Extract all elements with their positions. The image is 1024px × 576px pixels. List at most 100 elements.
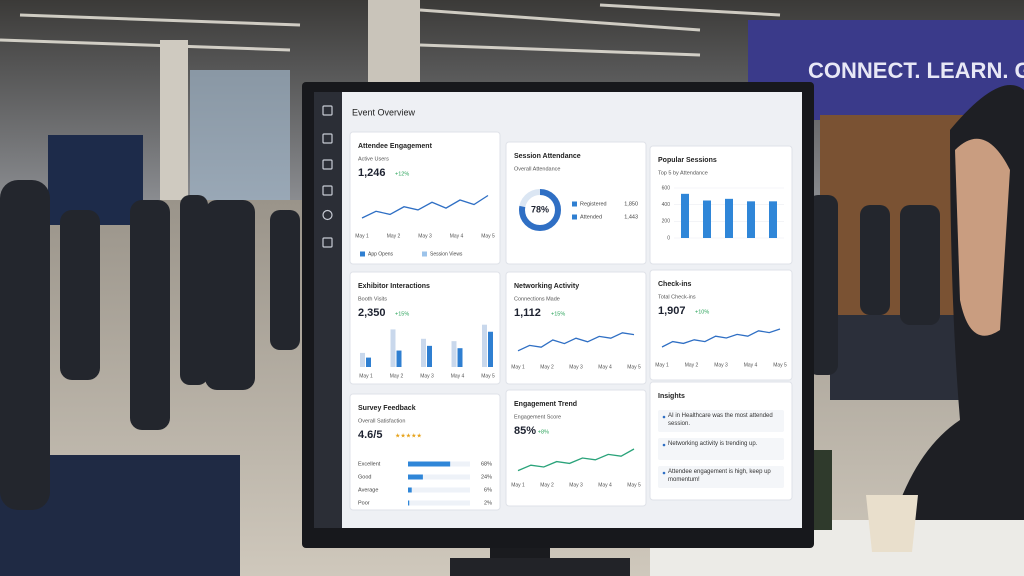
x-tick-label: May 2 bbox=[540, 364, 554, 370]
table bbox=[830, 315, 970, 400]
panel-subtitle: Active Users bbox=[358, 156, 389, 162]
value-label: 24% bbox=[481, 474, 492, 480]
x-tick-label: May 1 bbox=[355, 233, 369, 239]
legend-label: Session Views bbox=[430, 251, 463, 257]
value-label: 6% bbox=[484, 487, 492, 493]
legend-swatch bbox=[572, 201, 577, 207]
row-label: Average bbox=[358, 487, 378, 493]
x-tick-label: May 3 bbox=[420, 373, 434, 379]
x-tick-label: May 5 bbox=[481, 373, 495, 379]
trend-line bbox=[361, 194, 489, 219]
bar bbox=[396, 350, 402, 367]
panel-title: Engagement Trend bbox=[514, 401, 577, 408]
panel-title: Insights bbox=[658, 393, 685, 400]
x-tick-label: May 2 bbox=[390, 373, 404, 379]
trend-line bbox=[517, 332, 635, 352]
trend-line bbox=[517, 448, 635, 472]
panel-subtitle: Connections Made bbox=[514, 296, 560, 302]
sidebar-icons[interactable] bbox=[322, 105, 333, 248]
x-tick-label: May 5 bbox=[627, 482, 641, 488]
panel-title: Survey Feedback bbox=[358, 405, 416, 412]
panel-title: Attendee Engagement bbox=[358, 143, 433, 150]
x-tick-label: May 5 bbox=[627, 364, 641, 370]
bar bbox=[482, 324, 487, 367]
screen-title: Event Overview bbox=[352, 107, 416, 117]
booth bbox=[48, 135, 143, 225]
legend-label: App Opens bbox=[368, 251, 394, 257]
y-tick-label: 0 bbox=[667, 235, 670, 241]
panel-subtitle: Top 5 by Attendance bbox=[658, 170, 708, 176]
kpi-value: 1,112 bbox=[514, 307, 541, 319]
bar bbox=[488, 331, 493, 367]
bar bbox=[681, 193, 689, 238]
x-tick-label: May 4 bbox=[450, 233, 464, 239]
bar bbox=[747, 201, 755, 238]
x-tick-label: May 1 bbox=[359, 373, 373, 379]
insight-box: AI in Healthcare was the most attended s… bbox=[668, 413, 773, 427]
bullet bbox=[662, 471, 666, 475]
value-label: 68% bbox=[481, 461, 492, 467]
bar bbox=[408, 487, 412, 493]
panel-subtitle: Overall Attendance bbox=[514, 166, 560, 172]
woman-face bbox=[955, 138, 1010, 336]
kpi-value: 4.6/5 bbox=[358, 429, 382, 441]
bullet bbox=[662, 415, 666, 419]
bar bbox=[703, 200, 711, 238]
x-tick-label: May 3 bbox=[569, 364, 583, 370]
monitor-base bbox=[450, 558, 630, 576]
x-tick-label: May 3 bbox=[569, 482, 583, 488]
donut-label: 78% bbox=[531, 204, 549, 214]
crowd bbox=[0, 180, 990, 510]
donut-arc bbox=[519, 189, 561, 231]
insight-text: Attendee engagement is high, keep up mom… bbox=[668, 469, 771, 483]
rating-stars: ★★★★★ bbox=[395, 433, 422, 440]
window bbox=[190, 70, 290, 200]
x-tick-label: May 1 bbox=[511, 364, 525, 370]
bar-track bbox=[408, 487, 470, 493]
x-tick-label: May 2 bbox=[540, 482, 554, 488]
ceiling-lights bbox=[0, 3, 781, 57]
bar bbox=[725, 198, 733, 238]
row-label: Good bbox=[358, 474, 371, 480]
panel-subtitle: Total Check-ins bbox=[658, 294, 696, 300]
kpi-change: +15% bbox=[551, 311, 565, 317]
legend-swatch bbox=[422, 251, 427, 257]
x-tick-label: May 1 bbox=[655, 362, 669, 368]
bar bbox=[408, 474, 423, 480]
legend-value: 1,443 bbox=[624, 214, 638, 220]
coffee-cup bbox=[866, 495, 918, 552]
bar-track bbox=[408, 500, 470, 506]
y-tick-label: 600 bbox=[662, 185, 671, 191]
insight-text: AI in Healthcare was the most attended s… bbox=[668, 413, 773, 427]
x-tick-label: May 3 bbox=[714, 362, 728, 368]
list-item bbox=[658, 466, 784, 488]
bullet bbox=[662, 443, 666, 447]
x-tick-label: May 1 bbox=[511, 482, 525, 488]
y-tick-label: 400 bbox=[662, 202, 671, 208]
x-tick-label: May 4 bbox=[598, 364, 612, 370]
x-tick-label: May 5 bbox=[481, 233, 495, 239]
column bbox=[368, 0, 420, 90]
panel bbox=[349, 131, 501, 265]
bar bbox=[408, 461, 451, 467]
panel-title: Exhibitor Interactions bbox=[358, 283, 430, 290]
bar bbox=[360, 352, 365, 367]
x-tick-label: May 4 bbox=[451, 373, 465, 379]
bar bbox=[421, 338, 426, 367]
insight-box: Networking activity is trending up. bbox=[668, 441, 757, 447]
panel-title: Popular Sessions bbox=[658, 157, 717, 164]
panel bbox=[505, 389, 647, 507]
panels: Attendee Engagement Active Users 1,246 +12%… bbox=[349, 131, 793, 511]
y-tick-label: 200 bbox=[662, 219, 671, 225]
kpi-value: 1,246 bbox=[358, 167, 386, 179]
bar-track bbox=[408, 474, 470, 480]
bar bbox=[408, 500, 410, 506]
legend-label: Attended bbox=[580, 214, 602, 220]
x-tick-label: May 2 bbox=[387, 233, 401, 239]
sidebar bbox=[314, 92, 342, 528]
row-label: Poor bbox=[358, 500, 370, 506]
panel-subtitle: Booth Visits bbox=[358, 296, 387, 302]
bar bbox=[390, 329, 396, 367]
